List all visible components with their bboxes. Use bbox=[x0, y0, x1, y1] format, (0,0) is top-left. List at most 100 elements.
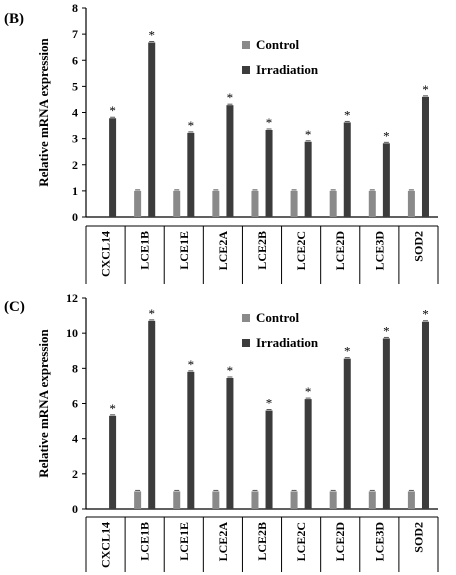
control-bar bbox=[329, 190, 337, 217]
significance-marker: * bbox=[188, 118, 195, 133]
y-tick-label: 4 bbox=[72, 106, 78, 120]
x-tick-label: LCE1E bbox=[177, 231, 191, 270]
control-bar bbox=[290, 491, 298, 509]
significance-marker: * bbox=[148, 306, 155, 321]
control-bar bbox=[407, 491, 415, 509]
significance-marker: * bbox=[422, 82, 429, 97]
control-bar bbox=[368, 190, 376, 217]
x-tick-label: LCE2A bbox=[216, 231, 230, 271]
legend-swatch bbox=[242, 66, 250, 74]
control-bar bbox=[251, 491, 259, 509]
legend-label: Irradiation bbox=[256, 335, 319, 350]
legend-label: Irradiation bbox=[256, 62, 319, 77]
y-tick-label: 6 bbox=[72, 53, 78, 67]
x-tick-label: LCE1B bbox=[138, 522, 152, 561]
y-tick-label: 8 bbox=[72, 361, 78, 375]
y-tick-label: 10 bbox=[66, 326, 78, 340]
irradiation-bar bbox=[265, 410, 273, 509]
y-axis-title: Relative mRNA expression bbox=[36, 37, 51, 186]
significance-marker: * bbox=[148, 27, 155, 42]
y-tick-label: 2 bbox=[72, 467, 78, 481]
y-tick-label: 2 bbox=[72, 158, 78, 172]
irradiation-bar bbox=[382, 338, 390, 509]
control-bar bbox=[407, 190, 415, 217]
control-bar bbox=[251, 190, 259, 217]
significance-marker: * bbox=[266, 396, 273, 411]
irradiation-bar bbox=[304, 399, 312, 509]
control-bar bbox=[368, 491, 376, 509]
y-tick-label: 12 bbox=[66, 291, 78, 305]
x-tick-label: LCE1E bbox=[177, 522, 191, 561]
y-tick-label: 8 bbox=[72, 1, 78, 15]
irradiation-bar bbox=[382, 143, 390, 217]
x-tick-label: LCE3D bbox=[372, 522, 386, 562]
irradiation-bar bbox=[148, 320, 156, 509]
x-tick-label: CXCL14 bbox=[99, 522, 113, 568]
irradiation-bar bbox=[265, 130, 273, 217]
irradiation-bar bbox=[109, 415, 117, 509]
y-tick-label: 3 bbox=[72, 132, 78, 146]
significance-marker: * bbox=[227, 363, 234, 378]
x-tick-label: CXCL14 bbox=[99, 231, 113, 277]
significance-marker: * bbox=[266, 115, 273, 130]
irradiation-bar bbox=[226, 378, 234, 509]
x-tick-label: LCE2B bbox=[255, 231, 269, 270]
panel-c-chart: (C) Relative mRNA expression 0 2 4 6 8 10 12 * CXC… bbox=[4, 291, 439, 572]
irradiation-bar bbox=[421, 321, 429, 509]
significance-marker: * bbox=[422, 307, 429, 322]
x-tick-label: LCE2B bbox=[255, 522, 269, 561]
x-tick-label: LCE3D bbox=[372, 231, 386, 271]
panel-label: (C) bbox=[4, 299, 25, 315]
control-bar bbox=[212, 491, 220, 509]
x-tick-label: LCE2D bbox=[333, 231, 347, 271]
significance-marker: * bbox=[227, 90, 234, 105]
irradiation-bar bbox=[304, 141, 312, 217]
legend-swatch bbox=[242, 41, 250, 49]
legend-label: Control bbox=[256, 37, 299, 52]
significance-marker: * bbox=[383, 323, 390, 338]
control-bar bbox=[134, 491, 142, 509]
x-tick-label: LCE1B bbox=[138, 231, 152, 270]
x-tick-label: LCE2C bbox=[294, 231, 308, 270]
x-tick-label: SOD2 bbox=[411, 522, 425, 553]
x-tick-label: LCE2D bbox=[333, 522, 347, 562]
irradiation-bar bbox=[109, 118, 117, 217]
x-tick-label: LCE2A bbox=[216, 522, 230, 562]
y-tick-label: 1 bbox=[72, 184, 78, 198]
x-tick-label: LCE2C bbox=[294, 522, 308, 561]
irradiation-bar bbox=[343, 358, 351, 509]
significance-marker: * bbox=[344, 107, 351, 122]
control-bar bbox=[173, 190, 181, 217]
legend-label: Control bbox=[256, 310, 299, 325]
x-tick-label: SOD2 bbox=[411, 231, 425, 262]
irradiation-bar bbox=[187, 371, 195, 509]
significance-marker: * bbox=[305, 384, 312, 399]
control-bar bbox=[134, 190, 142, 217]
irradiation-bar bbox=[421, 96, 429, 217]
legend-swatch bbox=[242, 314, 250, 322]
y-tick-label: 6 bbox=[72, 397, 78, 411]
y-tick-label: 7 bbox=[72, 27, 78, 41]
panel-label: (B) bbox=[4, 11, 24, 27]
control-bar bbox=[173, 491, 181, 509]
y-tick-label: 4 bbox=[72, 432, 78, 446]
irradiation-bar bbox=[226, 105, 234, 217]
y-tick-label: 5 bbox=[72, 79, 78, 93]
panel-b-chart: (B) Relative mRNA expression 0 1 2 3 4 5 6 7 8 * CXC… bbox=[4, 1, 439, 284]
significance-marker: * bbox=[383, 128, 390, 143]
significance-marker: * bbox=[109, 103, 116, 118]
control-bar bbox=[212, 190, 220, 217]
y-axis-title: Relative mRNA expression bbox=[36, 328, 51, 477]
legend-swatch bbox=[242, 339, 250, 347]
irradiation-bar bbox=[148, 42, 156, 217]
control-bar bbox=[329, 491, 337, 509]
y-tick-label: 0 bbox=[72, 210, 78, 224]
control-bar bbox=[290, 190, 298, 217]
significance-marker: * bbox=[109, 401, 116, 416]
irradiation-bar bbox=[343, 122, 351, 217]
significance-marker: * bbox=[188, 357, 195, 372]
significance-marker: * bbox=[305, 127, 312, 142]
y-tick-label: 0 bbox=[72, 502, 78, 516]
irradiation-bar bbox=[187, 132, 195, 217]
